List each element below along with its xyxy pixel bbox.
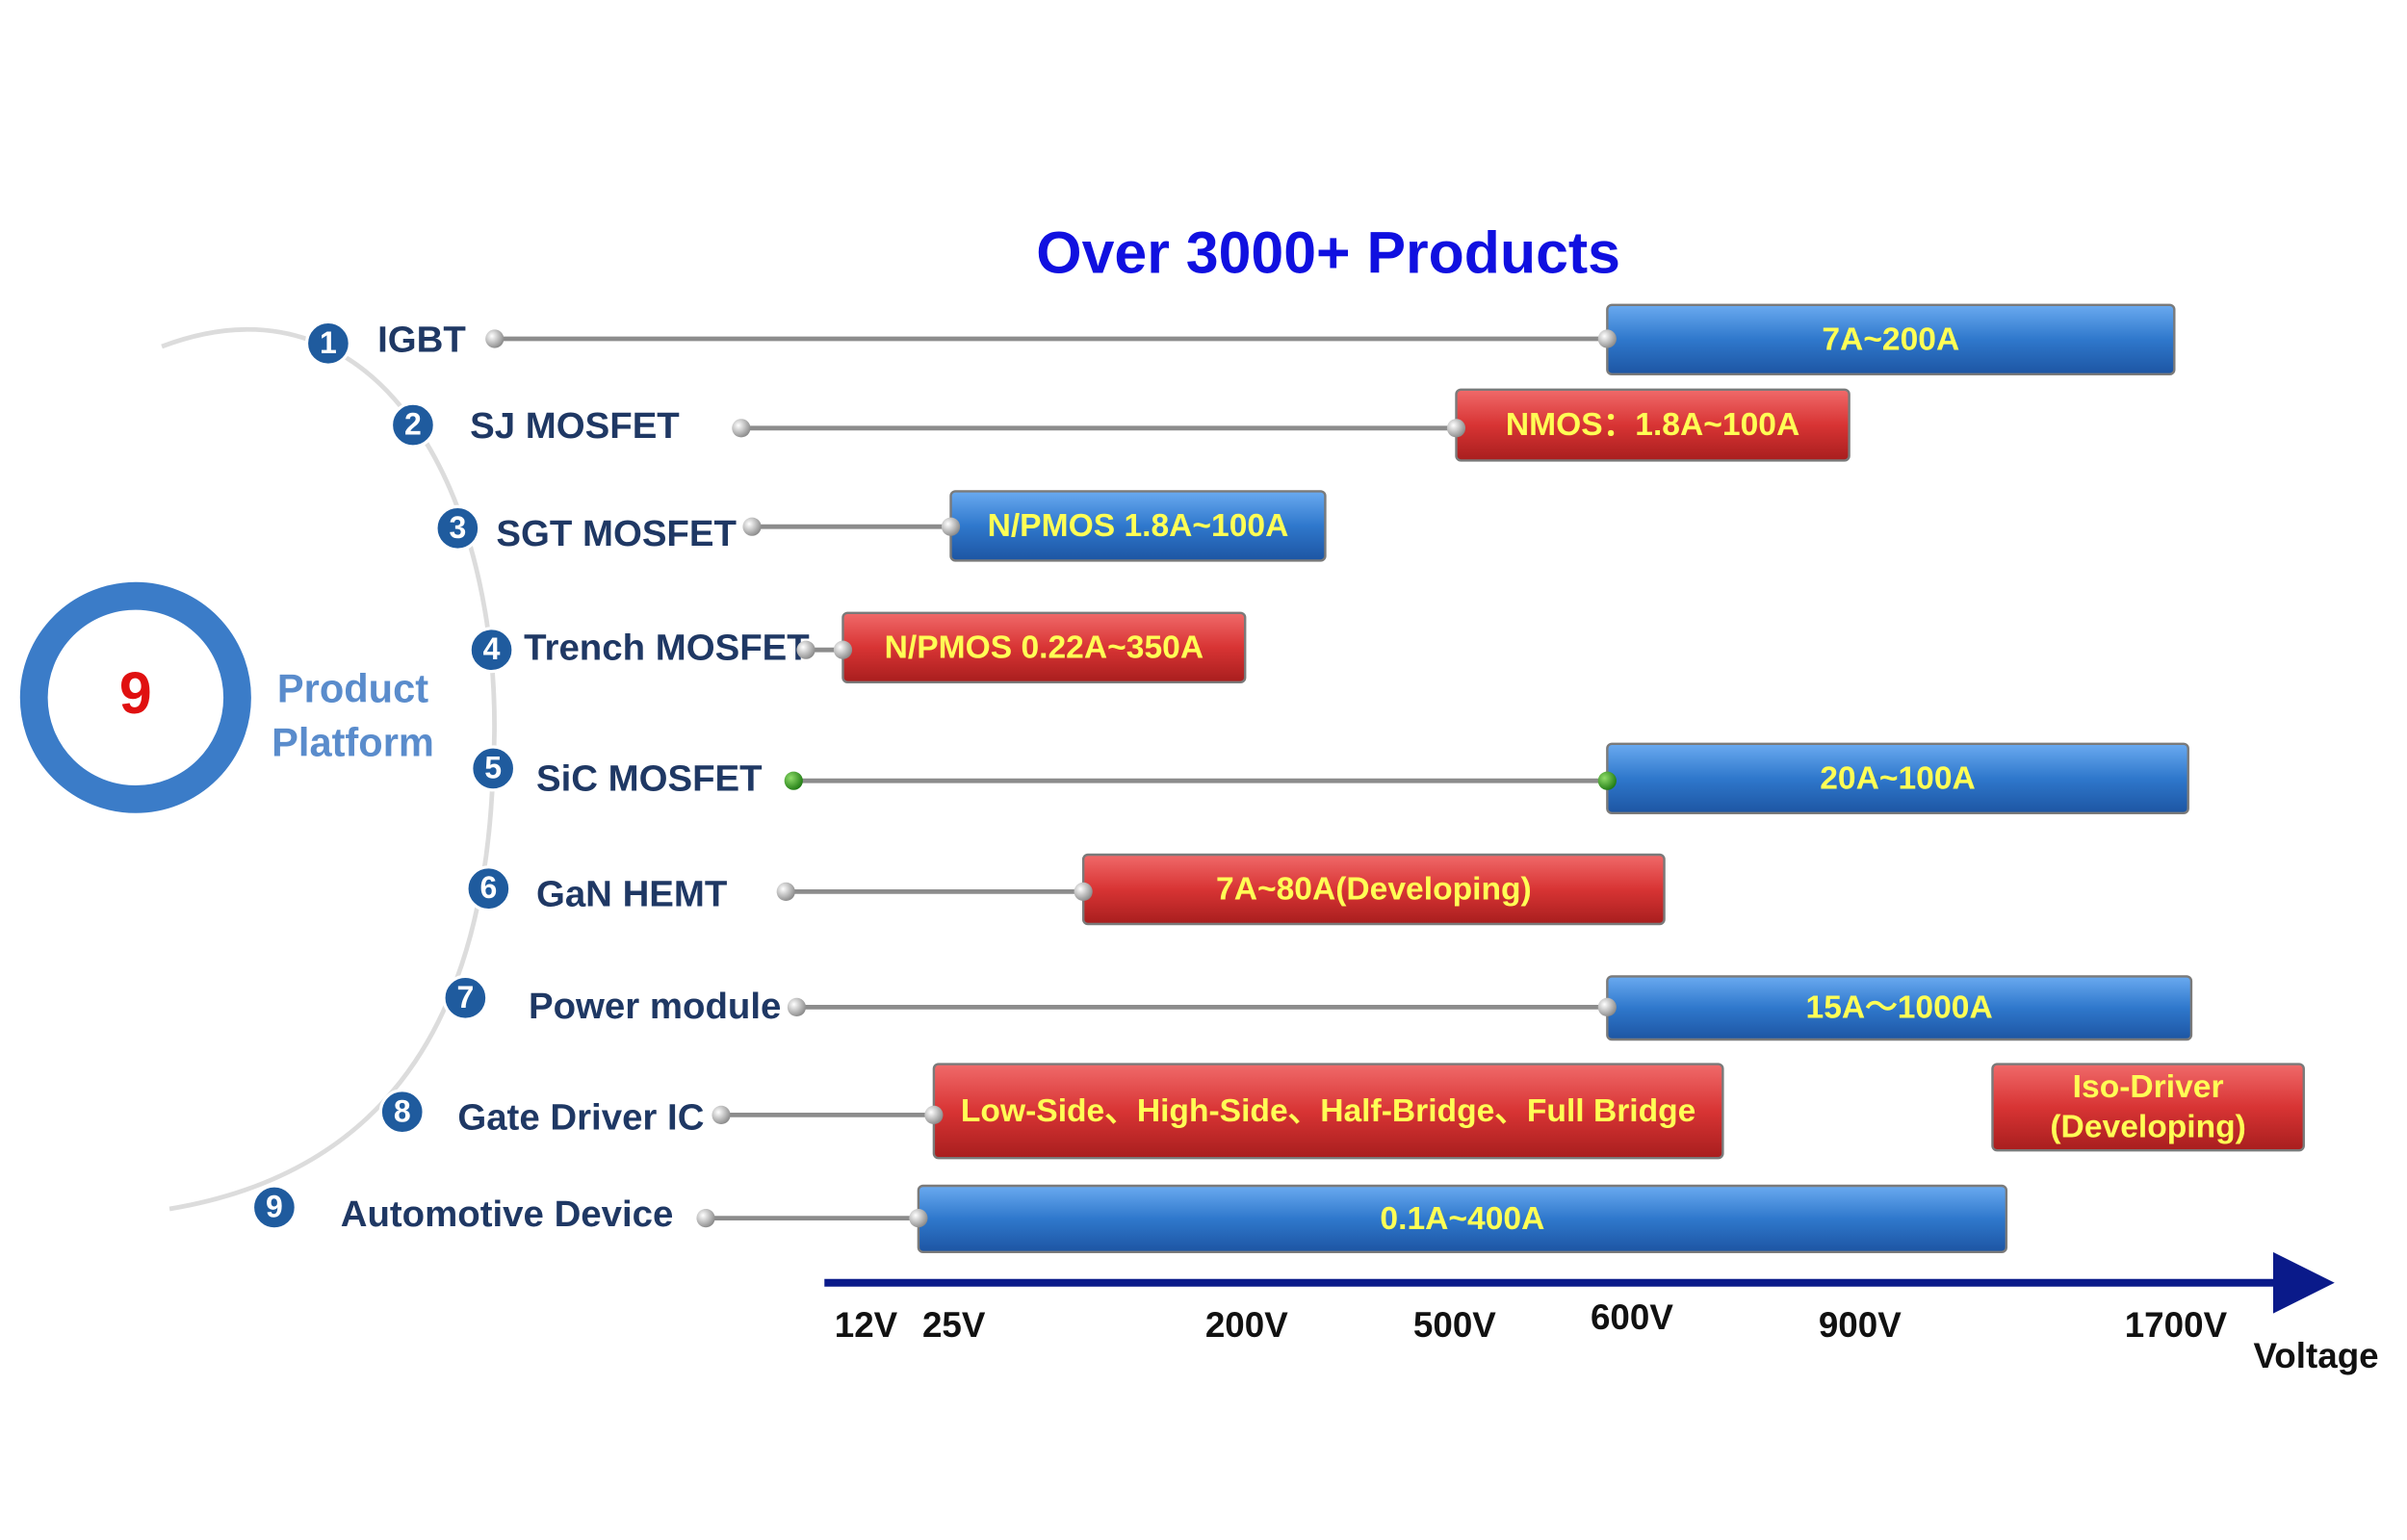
item-number: 3 [449,510,466,545]
item-number: 6 [479,870,497,905]
voltage-tick: 1700V [2125,1305,2228,1345]
bar-label: Iso-Driver [2073,1069,2224,1105]
bar-label: 7A~80A(Developing) [1216,871,1532,907]
item-badge [378,1089,426,1136]
item-name: GaN HEMT [536,873,728,914]
item-badge [250,1184,298,1231]
voltage-tick: 200V [1205,1305,1288,1345]
hub-label: Platform [272,719,434,764]
start-dot [712,1105,731,1124]
axis-label: Voltage [2253,1336,2378,1375]
item-name: Automotive Device [341,1194,674,1235]
item-number: 7 [456,980,474,1014]
item-badge [389,401,436,449]
item-badge [465,865,512,912]
item-name: SJ MOSFET [470,405,680,447]
item-badge [442,974,489,1021]
item-name: Power module [529,986,781,1027]
item-name: SiC MOSFET [536,757,763,799]
item-number: 9 [266,1189,283,1223]
start-dot [742,517,762,536]
item-number: 5 [484,750,502,784]
start-dot [787,997,807,1016]
hub-count: 9 [119,660,152,726]
bar-label: NMOS：1.8A~100A [1506,407,1799,443]
start-dot [696,1209,715,1228]
end-dot [941,517,961,536]
bar-label: N/PMOS 0.22A~350A [885,629,1204,665]
end-dot [909,1209,928,1228]
item-name: Gate Driver IC [457,1096,704,1138]
bar-label: (Developing) [2050,1110,2245,1145]
end-dot [833,640,853,659]
range-bar [1991,1063,2305,1152]
item-number: 2 [404,407,422,442]
item-badge [468,627,515,674]
item-name: IGBT [377,319,466,360]
bar-label: N/PMOS 1.8A~100A [988,508,1289,544]
start-dot [776,882,795,901]
voltage-tick: 600V [1591,1297,1673,1337]
start-dot [485,329,505,348]
bar-label: 15A～1000A [1806,990,1993,1026]
end-dot [1074,882,1093,901]
item-number: 4 [483,631,501,666]
item-badge [304,320,351,367]
end-dot [1597,329,1617,348]
item-badge [470,745,517,792]
start-dot [732,419,751,438]
voltage-tick: 500V [1413,1305,1496,1345]
voltage-tick: 12V [835,1305,898,1345]
hub-label: Product [277,665,428,710]
bar-label: 20A~100A [1820,760,1976,796]
item-number: 1 [320,325,337,360]
item-number: 8 [394,1093,411,1128]
item-name: Trench MOSFET [524,627,810,668]
hub-ring [19,581,251,813]
start-dot [796,640,815,659]
end-dot [1597,771,1617,790]
start-dot [784,771,803,790]
voltage-tick: 900V [1819,1305,1902,1345]
bar-label: 0.1A~400A [1380,1201,1544,1237]
end-dot [1446,419,1466,438]
item-name: SGT MOSFET [496,513,737,554]
title: Over 3000+ Products [1036,219,1620,285]
item-badge [434,504,481,552]
voltage-tick: 25V [922,1305,986,1345]
bar-label: 7A~200A [1822,321,1959,357]
bar-label: Low-Side、High-Side、Half-Bridge、Full Brid… [961,1093,1695,1129]
end-dot [1597,997,1617,1016]
end-dot [924,1105,944,1124]
